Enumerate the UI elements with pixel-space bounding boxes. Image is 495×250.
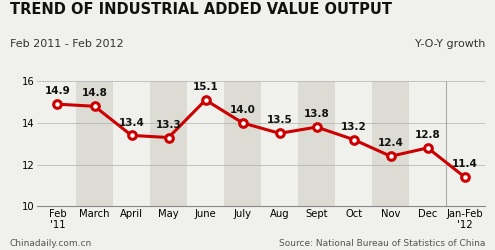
Text: 14.9: 14.9 — [45, 86, 70, 96]
Bar — [372, 81, 409, 206]
Bar — [224, 81, 261, 206]
Bar — [150, 81, 187, 206]
Bar — [298, 81, 335, 206]
Text: 12.4: 12.4 — [378, 138, 403, 148]
Text: 13.3: 13.3 — [156, 120, 182, 130]
Text: 13.4: 13.4 — [119, 118, 145, 128]
Text: 13.8: 13.8 — [304, 109, 330, 119]
Bar — [76, 81, 113, 206]
Text: Y-O-Y growth: Y-O-Y growth — [415, 39, 485, 49]
Text: 12.8: 12.8 — [415, 130, 441, 140]
Text: Feb 2011 - Feb 2012: Feb 2011 - Feb 2012 — [10, 39, 124, 49]
Text: Chinadaily.com.cn: Chinadaily.com.cn — [10, 238, 92, 248]
Text: 13.5: 13.5 — [267, 116, 293, 126]
Text: 13.2: 13.2 — [341, 122, 366, 132]
Text: 14.8: 14.8 — [82, 88, 107, 98]
Text: TREND OF INDUSTRIAL ADDED VALUE OUTPUT: TREND OF INDUSTRIAL ADDED VALUE OUTPUT — [10, 2, 392, 18]
Text: 14.0: 14.0 — [230, 105, 255, 115]
Text: 11.4: 11.4 — [452, 159, 478, 169]
Text: Source: National Bureau of Statistics of China: Source: National Bureau of Statistics of… — [279, 238, 485, 248]
Text: 15.1: 15.1 — [193, 82, 218, 92]
